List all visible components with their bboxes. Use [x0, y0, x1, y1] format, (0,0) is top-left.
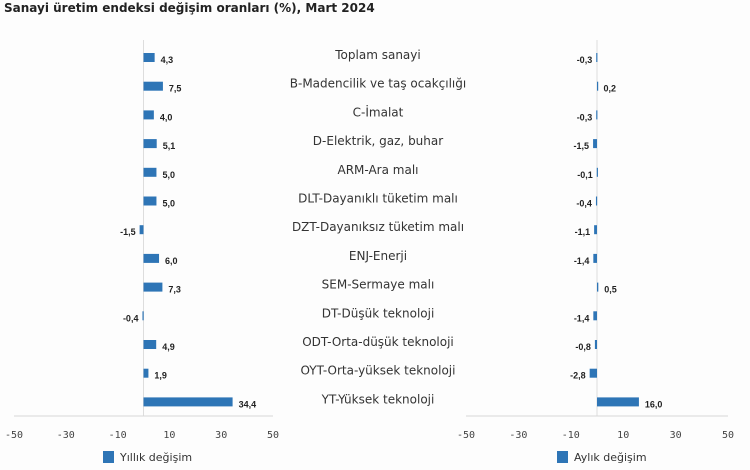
data-label: -0,8 [575, 342, 591, 352]
data-label: 16,0 [645, 399, 663, 409]
category-label: B-Madencilik ve taş ocakçılığı [290, 77, 466, 91]
data-label: 34,4 [239, 399, 257, 409]
data-label: -1,5 [574, 141, 590, 151]
bar-annual [143, 167, 157, 177]
data-label: -1,1 [575, 227, 591, 237]
category-label: Toplam sanayi [334, 48, 420, 62]
legend-swatch [557, 451, 568, 463]
data-label: -0,3 [577, 112, 593, 122]
bar-monthly [596, 110, 598, 120]
data-label: -2,8 [570, 371, 586, 381]
data-label: -0,3 [577, 55, 593, 65]
x-tick-label: 50 [722, 430, 734, 441]
bar-monthly [597, 81, 599, 91]
chart-title: Sanayi üretim endeksi değişim oranları (… [4, 1, 375, 15]
bar-annual [143, 110, 154, 120]
bar-annual [143, 81, 163, 91]
bar-annual [143, 53, 155, 62]
x-tick-label: -50 [457, 430, 475, 441]
data-label: 5,1 [163, 141, 176, 151]
data-label: -0,4 [123, 313, 139, 323]
category-label: ENJ-Enerji [349, 249, 407, 263]
legend-swatch [103, 451, 114, 463]
bar-monthly [593, 253, 597, 263]
category-label: DLT-Dayanıklı tüketim malı [298, 192, 458, 206]
category-label: OYT-Orta-yüksek teknoloji [301, 364, 456, 378]
x-tick-label: -50 [5, 430, 23, 441]
x-tick-label: -30 [509, 430, 527, 441]
bar-monthly [595, 196, 598, 206]
bar-monthly [589, 368, 597, 378]
data-label: 4,3 [161, 55, 174, 65]
x-tick-label: -10 [562, 430, 580, 441]
x-tick-label: 10 [617, 430, 629, 441]
data-label: 5,0 [162, 170, 175, 180]
category-label: DT-Düşük teknoloji [322, 306, 435, 320]
bar-annual [143, 282, 163, 292]
bar-annual [143, 368, 149, 378]
category-label: ARM-Ara malı [338, 163, 419, 177]
bar-monthly [593, 311, 597, 321]
category-label: SEM-Sermaye malı [322, 278, 435, 292]
data-label: 1,9 [154, 371, 167, 381]
data-label: 6,0 [165, 256, 178, 266]
bar-annual [143, 139, 157, 149]
bar-annual [139, 225, 144, 235]
x-tick-label: 30 [215, 430, 227, 441]
data-label: 7,3 [168, 285, 181, 295]
category-label: DZT-Dayanıksız tüketim malı [292, 220, 464, 234]
bar-annual [143, 196, 157, 206]
x-tick-label: 30 [670, 430, 682, 441]
legend-label: Aylık değişim [574, 451, 647, 464]
category-label: YT-Yüksek teknoloji [321, 392, 435, 406]
data-label: -1,4 [574, 256, 590, 266]
x-tick-label: 50 [267, 430, 279, 441]
category-label: D-Elektrik, gaz, buhar [313, 134, 443, 148]
bar-monthly [594, 225, 597, 235]
bar-monthly [596, 167, 598, 177]
bar-monthly [593, 139, 597, 149]
data-label: -0,1 [577, 170, 593, 180]
x-tick-label: 10 [163, 430, 175, 441]
data-label: 0,2 [604, 84, 617, 94]
data-label: -0,4 [576, 199, 592, 209]
bar-monthly [596, 53, 598, 62]
category-label: C-İmalat [353, 104, 404, 119]
bar-annual [143, 397, 233, 407]
data-label: -1,4 [574, 313, 590, 323]
data-label: 4,0 [160, 112, 173, 122]
bar-annual [143, 340, 157, 349]
bar-annual [143, 253, 160, 263]
bar-monthly [597, 397, 639, 407]
x-tick-label: -10 [109, 430, 127, 441]
bar-monthly [594, 340, 597, 349]
data-label: 4,9 [162, 342, 175, 352]
legend-label: Yıllık değişim [119, 451, 192, 464]
data-label: -1,5 [120, 227, 136, 237]
data-label: 7,5 [169, 84, 182, 94]
bar-annual [142, 311, 144, 321]
category-label: ODT-Orta-düşük teknoloji [302, 335, 454, 349]
data-label: 5,0 [162, 199, 175, 209]
x-tick-label: -30 [57, 430, 75, 441]
data-label: 0,5 [604, 285, 617, 295]
bar-monthly [597, 282, 599, 292]
